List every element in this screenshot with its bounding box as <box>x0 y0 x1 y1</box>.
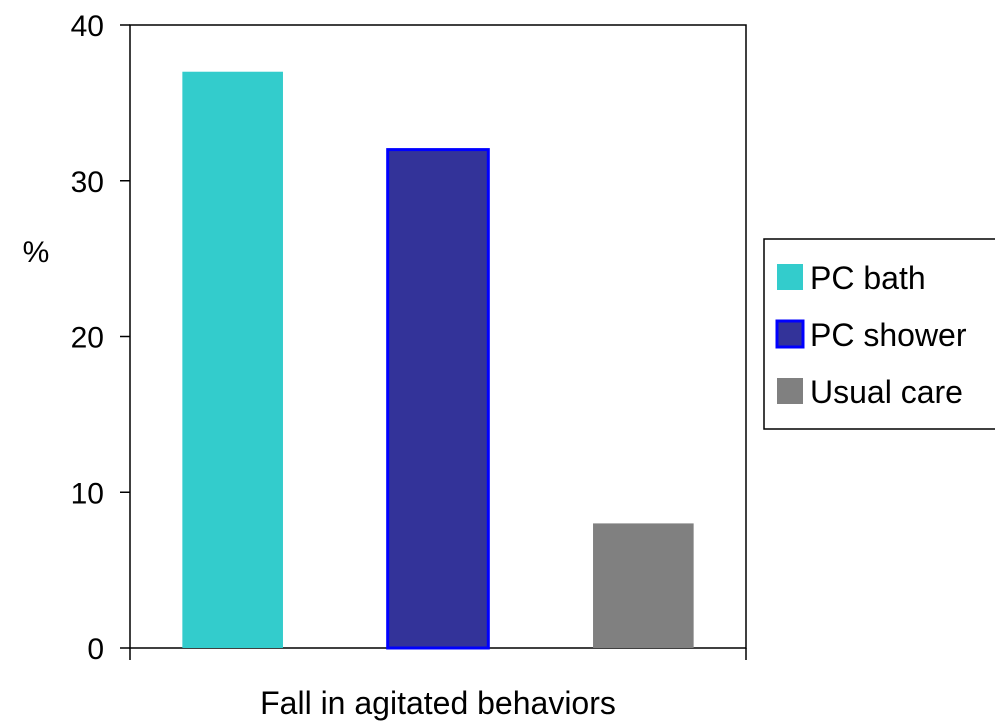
legend-label: PC bath <box>810 260 926 296</box>
y-axis-label: % <box>23 236 50 269</box>
bar-pc-bath <box>182 71 283 649</box>
bar-usual-care <box>593 523 694 648</box>
y-axis: 0 10 20 30 40 <box>71 10 130 666</box>
y-tick-label: 0 <box>87 633 104 666</box>
legend-items: PC bath PC shower Usual care <box>775 260 967 410</box>
bar-pc-shower <box>386 148 490 650</box>
legend-label: PC shower <box>810 317 967 353</box>
y-tick-label: 20 <box>71 322 104 355</box>
y-tick-label: 10 <box>71 477 104 510</box>
bars-group <box>182 71 694 650</box>
y-tick-label: 40 <box>71 10 104 43</box>
legend-swatch <box>777 378 803 404</box>
legend-label: Usual care <box>810 374 963 410</box>
x-axis-label: Fall in agitated behaviors <box>260 685 616 721</box>
legend: PC bath PC shower Usual care <box>763 238 995 430</box>
y-tick-label: 30 <box>71 166 104 199</box>
legend-swatch <box>775 319 805 349</box>
legend-swatch <box>777 264 803 290</box>
